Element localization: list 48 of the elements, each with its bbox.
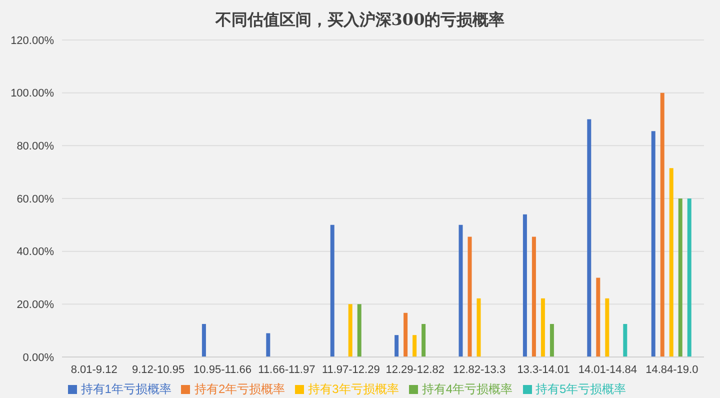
y-tick-label: 60.00%	[16, 193, 54, 206]
bar	[468, 236, 472, 357]
y-tick-label: 40.00%	[16, 246, 54, 258]
bar	[422, 324, 426, 357]
bar	[687, 198, 692, 357]
bar	[651, 131, 656, 357]
bar	[266, 333, 270, 357]
bar	[623, 324, 628, 357]
bar	[605, 298, 610, 357]
bar	[330, 224, 334, 357]
bar	[394, 335, 399, 357]
bar	[669, 168, 674, 357]
legend-label: 持有4年亏损概率	[422, 382, 513, 396]
y-tick-label: 20.00%	[16, 299, 54, 312]
bar	[678, 198, 682, 357]
bar	[532, 236, 536, 357]
bar	[660, 92, 664, 357]
bar	[587, 119, 592, 357]
bar	[522, 214, 527, 357]
bar	[348, 304, 352, 357]
bar	[412, 335, 417, 357]
y-tick-label: 120.00%	[10, 34, 54, 47]
x-tick-label: 14.01-14.84	[578, 364, 638, 376]
y-tick-label: 80.00%	[16, 140, 54, 153]
x-tick-label: 8.01-9.12	[70, 364, 118, 376]
bar	[202, 324, 206, 357]
legend-label: 持有2年亏损概率	[194, 382, 286, 396]
bar	[458, 224, 463, 357]
bar	[540, 298, 545, 357]
x-tick-label: 10.95-11.66	[194, 364, 252, 376]
bar	[357, 304, 362, 357]
legend-label: 持有3年亏损概率	[308, 382, 399, 396]
chart-title: 不同估值区间，买入沪深300的亏损概率	[214, 9, 506, 31]
bar	[404, 312, 408, 357]
y-tick-label: 0.00%	[22, 352, 54, 364]
bar	[476, 298, 481, 357]
x-tick-label: 13.3-14.01	[517, 364, 570, 376]
legend-label: 持有5年亏损概率	[536, 382, 626, 396]
legend-label: 持有1年亏损概率	[80, 382, 172, 396]
y-tick-label: 100.00%	[10, 88, 54, 100]
x-tick-label: 11.66-11.97	[258, 364, 316, 376]
x-tick-label: 12.29-12.82	[386, 364, 444, 376]
bar	[550, 324, 554, 357]
x-tick-label: 12.82-13.3	[452, 364, 506, 376]
x-tick-label: 14.84-19.0	[646, 364, 698, 376]
x-tick-label: 11.97-12.29	[322, 364, 380, 376]
x-tick-label: 9.12-10.95	[132, 364, 185, 376]
bar	[596, 278, 600, 357]
